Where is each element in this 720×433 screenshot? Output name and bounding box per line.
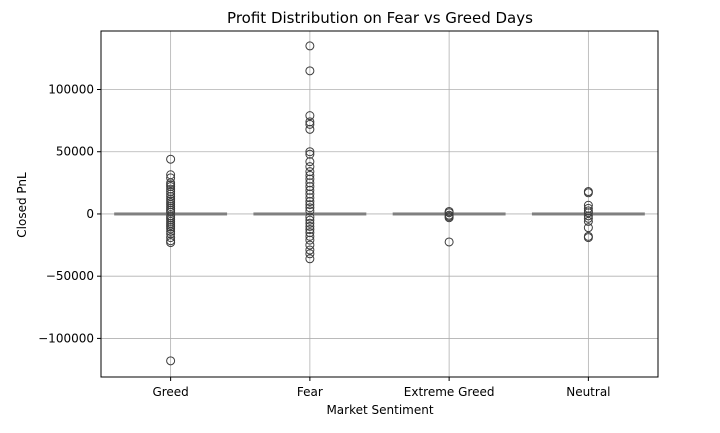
outlier-point (305, 162, 315, 172)
outlier-point (305, 117, 315, 127)
outlier-point (305, 254, 315, 264)
outlier-point (305, 66, 315, 76)
outlier-point (305, 249, 315, 259)
outlier-point (166, 184, 176, 194)
outlier-point (166, 356, 176, 366)
outlier-point (305, 221, 315, 231)
outlier-point (583, 211, 593, 221)
outlier-point (305, 189, 315, 199)
outlier-point (444, 237, 454, 247)
outlier-point (305, 240, 315, 250)
x-tick-label: Neutral (566, 385, 610, 399)
outlier-point (305, 231, 315, 241)
outlier-point (305, 167, 315, 177)
outlier-point (305, 157, 315, 167)
x-tick-label: Extreme Greed (404, 385, 495, 399)
outlier-point (444, 213, 454, 223)
chart-title: Profit Distribution on Fear vs Greed Day… (227, 9, 533, 27)
outlier-point (166, 238, 176, 248)
box-extreme-greed (392, 206, 506, 247)
outlier-point (444, 208, 454, 218)
y-axis-ticks: −100000 −50000 0 50000 100000 (38, 82, 101, 345)
outlier-point (166, 154, 176, 164)
outlier-point (166, 207, 176, 217)
outlier-point (305, 228, 315, 238)
outlier-point (583, 213, 593, 223)
outlier-point (166, 189, 176, 199)
plot-frame (100, 30, 659, 378)
outlier-point (583, 223, 593, 233)
box-series (114, 41, 645, 366)
outlier-point (305, 170, 315, 180)
outlier-point (583, 233, 593, 243)
outlier-point (583, 188, 593, 198)
outlier-point (583, 216, 593, 226)
grid-lines (101, 31, 658, 377)
y-tick-label: 100000 (48, 82, 94, 96)
outlier-point (166, 226, 176, 236)
outlier-point (166, 182, 176, 192)
outlier-point (583, 208, 593, 218)
outlier-point (305, 182, 315, 192)
outlier-point (305, 200, 315, 210)
y-tick-label: −100000 (38, 331, 94, 345)
outlier-point (305, 174, 315, 184)
outlier-point (305, 193, 315, 203)
outlier-point (305, 124, 315, 134)
outlier-point (305, 149, 315, 159)
outlier-point (305, 119, 315, 129)
outlier-point (305, 203, 315, 213)
outlier-point (305, 147, 315, 157)
outlier-point (305, 206, 315, 216)
outlier-point (305, 178, 315, 188)
outlier-point (166, 229, 176, 239)
box-neutral (531, 187, 645, 243)
box-fear (253, 41, 367, 264)
outlier-point (583, 203, 593, 213)
outlier-point (166, 173, 176, 183)
outlier-point (166, 224, 176, 234)
outlier-point (305, 218, 315, 228)
x-axis-ticks: Greed Fear Extreme Greed Neutral (152, 377, 611, 399)
outlier-point (166, 233, 176, 243)
outlier-point (166, 187, 176, 197)
outlier-point (583, 200, 593, 210)
x-axis-label: Market Sentiment (326, 403, 433, 417)
outlier-point (305, 215, 315, 225)
y-tick-label: −50000 (46, 269, 94, 283)
outlier-point (305, 111, 315, 121)
y-tick-label: 50000 (56, 145, 94, 159)
outlier-point (305, 197, 315, 207)
outlier-point (305, 212, 315, 222)
outlier-point (305, 185, 315, 195)
outlier-point (305, 41, 315, 51)
outlier-point (305, 225, 315, 235)
box-greed (114, 154, 228, 366)
outlier-point (305, 245, 315, 255)
y-tick-label: 0 (86, 207, 94, 221)
x-tick-label: Greed (152, 385, 188, 399)
x-tick-label: Fear (297, 385, 323, 399)
outlier-point (305, 235, 315, 245)
y-axis-label: Closed PnL (15, 172, 29, 238)
